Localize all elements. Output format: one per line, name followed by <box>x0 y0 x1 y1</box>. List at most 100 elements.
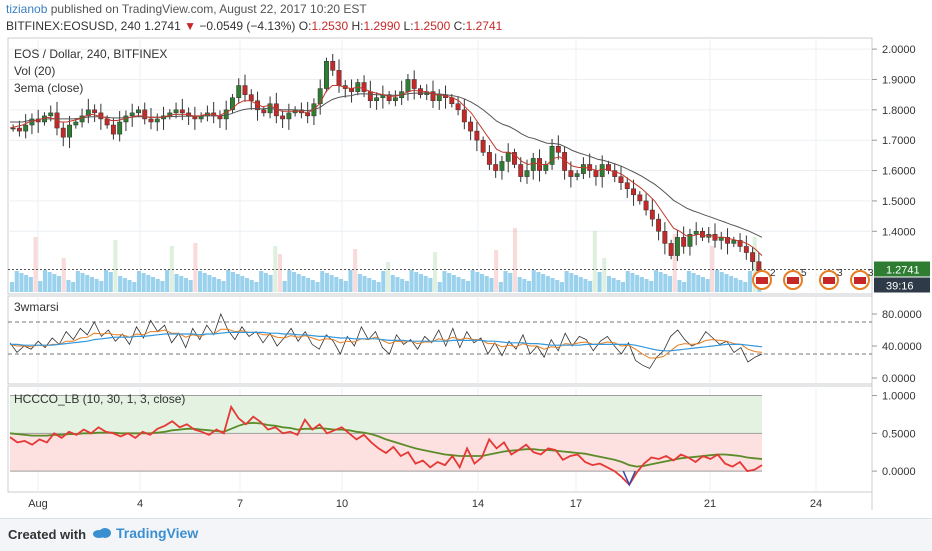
volume-bar <box>249 280 254 292</box>
candle-down <box>305 112 311 117</box>
volume-bar <box>710 246 715 292</box>
volume-bar <box>386 262 391 292</box>
candle-up <box>405 79 411 92</box>
candle-up <box>230 97 235 111</box>
candle-up <box>687 234 693 247</box>
volume-bar <box>644 279 649 292</box>
candle-down <box>336 70 342 86</box>
volume-bar <box>733 278 738 292</box>
volume-bar <box>371 280 376 292</box>
volume-bar <box>132 282 137 292</box>
volume-bar <box>216 279 221 292</box>
volume-bar <box>574 275 579 292</box>
volume-bar <box>616 280 621 292</box>
volume-bar <box>207 275 212 292</box>
low-value: 1.2500 <box>413 19 451 33</box>
volume-bar <box>569 273 574 292</box>
candle-down <box>649 209 655 220</box>
volume-bar <box>259 271 264 292</box>
rsi-pane[interactable] <box>7 295 873 385</box>
candle-down <box>361 82 367 92</box>
volume-bar <box>747 271 752 292</box>
volume-bar <box>621 282 626 292</box>
volume-bar <box>433 252 438 292</box>
ema-indicator-label: 3ema (close) <box>14 81 83 95</box>
candle-up <box>286 112 292 120</box>
candle-up <box>543 164 549 171</box>
price-tick-label: 1.4000 <box>882 226 916 238</box>
volume-bar <box>663 274 668 292</box>
candle-down <box>280 115 286 120</box>
volume-bar <box>724 274 729 292</box>
volume-bar <box>522 279 527 292</box>
bull-band <box>10 395 762 434</box>
candle-down <box>518 164 524 177</box>
volume-bar <box>146 275 151 292</box>
event-flag-stripe <box>787 277 799 284</box>
time-tick-label: 24 <box>810 498 822 510</box>
close-label: C: <box>453 19 466 33</box>
cloud-icon <box>92 526 112 542</box>
publish-info: published on TradingView.com, August 22,… <box>50 2 367 16</box>
candle-down <box>618 176 624 183</box>
candle-up <box>317 88 323 105</box>
time-tick-label: 14 <box>472 498 484 510</box>
candle-up <box>67 124 72 138</box>
volume-bar <box>28 277 33 292</box>
volume-bar <box>334 277 339 292</box>
price-pane[interactable] <box>7 37 873 295</box>
volume-bar <box>80 273 85 292</box>
candle-down <box>668 243 674 256</box>
time-tick-label: 21 <box>704 498 716 510</box>
author-link[interactable]: tizianob <box>6 2 48 16</box>
time-tick-label: 4 <box>137 498 143 510</box>
volume-bar <box>414 272 419 292</box>
volume-bar <box>404 281 409 292</box>
volume-bar <box>99 281 104 292</box>
candle-down <box>631 188 636 196</box>
volume-bar <box>174 274 179 292</box>
volume-bar <box>202 273 207 292</box>
ohlc-line: BITFINEX:EOSUSD, 240 1.2741 ▼ −0.0549 (−… <box>6 19 502 33</box>
volume-bar <box>578 277 583 292</box>
volume-bar <box>151 277 156 292</box>
rsi-tick-label: 80.0000 <box>882 309 922 321</box>
candle-down <box>750 252 756 262</box>
volume-bar <box>296 274 301 292</box>
price-tick-label: 1.9000 <box>882 74 916 86</box>
volume-bar <box>653 270 658 292</box>
candle-down <box>593 170 599 177</box>
hccco-tick-label: 1.0000 <box>882 391 916 403</box>
volume-bar <box>193 243 198 292</box>
chart-area[interactable]: 2.0000 1.9000 1.8000 1.7000 1.6000 1.5000 1.40… <box>0 0 932 518</box>
volume-bar <box>160 281 165 292</box>
volume-bar <box>588 281 593 292</box>
volume-bar <box>630 273 635 292</box>
candle-up <box>392 97 398 101</box>
candle-down <box>743 246 749 253</box>
last-price-tag-label: 1.2741 <box>886 265 920 277</box>
volume-bar <box>353 249 358 292</box>
volume-bar <box>339 279 344 292</box>
volume-bar <box>738 280 743 292</box>
tradingview-logo[interactable]: TradingView <box>92 525 198 542</box>
volume-bar <box>136 271 141 292</box>
last-price: 1.2741 <box>144 19 181 33</box>
rsi-title: 3wmarsi <box>14 300 59 314</box>
candle-up <box>574 173 580 177</box>
volume-bar <box>752 237 757 292</box>
volume-bar <box>442 271 447 292</box>
candle-up <box>374 97 380 101</box>
volume-bar <box>456 277 461 292</box>
volume-bar <box>306 278 311 292</box>
candle-down <box>568 170 574 177</box>
candle-down <box>480 139 486 153</box>
volume-bar <box>635 275 640 292</box>
candle-up <box>530 158 536 171</box>
hccco-slow-line <box>9 421 763 468</box>
candle-up <box>580 164 586 174</box>
volume-bar <box>71 282 76 292</box>
volume-bar <box>367 278 372 292</box>
volume-bar <box>376 282 381 292</box>
candle-up <box>154 118 160 123</box>
